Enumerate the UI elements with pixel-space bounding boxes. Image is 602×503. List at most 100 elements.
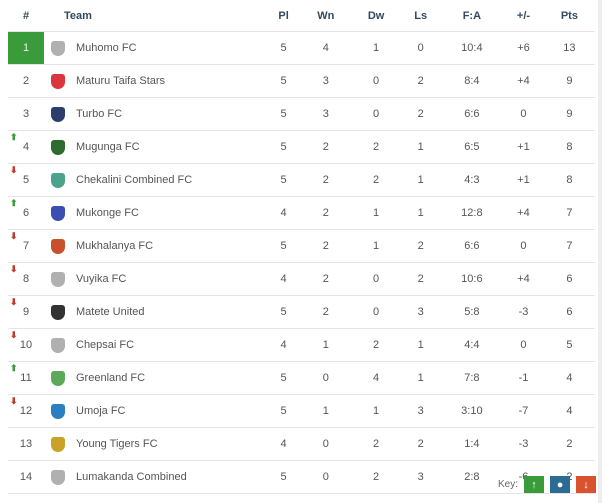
key-label: Key: bbox=[498, 479, 519, 490]
goal-diff: 0 bbox=[503, 229, 544, 263]
position: ⬆ 11 bbox=[8, 361, 44, 395]
drawn: 0 bbox=[351, 64, 401, 98]
table-row[interactable]: 1 Muhomo FC 5 4 1 0 10:4 +6 13 bbox=[8, 31, 595, 65]
crest-icon bbox=[51, 139, 65, 155]
goal-diff: +4 bbox=[503, 262, 544, 296]
team-name[interactable]: Greenland FC bbox=[72, 361, 267, 395]
played: 5 bbox=[267, 163, 301, 197]
played: 5 bbox=[267, 229, 301, 263]
lost: 1 bbox=[400, 130, 441, 164]
team-name[interactable]: Mukonge FC bbox=[72, 196, 267, 230]
drawn: 0 bbox=[351, 97, 401, 131]
drawn: 2 bbox=[351, 163, 401, 197]
arrow-down-icon: ⬇ bbox=[10, 330, 18, 340]
team-name[interactable]: Chepsai FC bbox=[72, 328, 267, 362]
points: 4 bbox=[543, 361, 595, 395]
lost: 3 bbox=[400, 460, 441, 494]
col-points[interactable]: Pts bbox=[543, 0, 595, 32]
lost: 1 bbox=[400, 361, 441, 395]
crest-icon bbox=[51, 370, 65, 386]
table-row[interactable]: ⬇ 8 Vuyika FC 4 2 0 2 10:6 +4 6 bbox=[8, 262, 595, 296]
lost: 2 bbox=[400, 229, 441, 263]
table-row[interactable]: ⬇ 7 Mukhalanya FC 5 2 1 2 6:6 0 7 bbox=[8, 229, 595, 263]
drawn: 1 bbox=[351, 31, 401, 65]
points: 4 bbox=[543, 394, 595, 428]
played: 5 bbox=[267, 361, 301, 395]
team-name[interactable]: Maturu Taifa Stars bbox=[72, 64, 267, 98]
team-name[interactable]: Mukhalanya FC bbox=[72, 229, 267, 263]
for-against: 6:5 bbox=[440, 130, 504, 164]
won: 4 bbox=[300, 31, 352, 65]
crest-icon bbox=[51, 304, 65, 320]
crest-icon bbox=[51, 436, 65, 452]
points: 2 bbox=[543, 427, 595, 461]
points: 7 bbox=[543, 196, 595, 230]
team-crest bbox=[44, 295, 72, 329]
for-against: 10:6 bbox=[440, 262, 504, 296]
team-name[interactable]: Muhomo FC bbox=[72, 31, 267, 65]
position: ⬇ 7 bbox=[8, 229, 44, 263]
won: 2 bbox=[300, 295, 352, 329]
circle-icon: ● bbox=[550, 476, 571, 493]
table-row[interactable]: ⬇ 5 Chekalini Combined FC 5 2 2 1 4:3 +1 … bbox=[8, 163, 595, 197]
position: ⬇ 8 bbox=[8, 262, 44, 296]
scrollbar-track[interactable] bbox=[598, 0, 602, 503]
col-played[interactable]: Pl bbox=[267, 0, 301, 32]
team-crest bbox=[44, 31, 72, 65]
played: 5 bbox=[267, 295, 301, 329]
team-name[interactable]: Lumakanda Combined bbox=[72, 460, 267, 494]
drawn: 0 bbox=[351, 295, 401, 329]
col-drawn[interactable]: Dw bbox=[351, 0, 401, 32]
arrow-down-icon: ↓ bbox=[576, 476, 597, 493]
team-name[interactable]: Vuyika FC bbox=[72, 262, 267, 296]
won: 0 bbox=[300, 460, 352, 494]
team-name[interactable]: Turbo FC bbox=[72, 97, 267, 131]
team-name[interactable]: Matete United bbox=[72, 295, 267, 329]
lost: 3 bbox=[400, 394, 441, 428]
table-row[interactable]: ⬇ 12 Umoja FC 5 1 1 3 3:10 -7 4 bbox=[8, 394, 595, 428]
lost: 2 bbox=[400, 97, 441, 131]
crest-icon bbox=[51, 469, 65, 485]
team-crest bbox=[44, 394, 72, 428]
team-crest bbox=[44, 64, 72, 98]
team-crest bbox=[44, 163, 72, 197]
table-row[interactable]: ⬇ 10 Chepsai FC 4 1 2 1 4:4 0 5 bbox=[8, 328, 595, 362]
position: ⬇ 10 bbox=[8, 328, 44, 362]
crest-icon bbox=[51, 271, 65, 287]
team-name[interactable]: Mugunga FC bbox=[72, 130, 267, 164]
team-crest bbox=[44, 460, 72, 494]
table-row[interactable]: ⬆ 4 Mugunga FC 5 2 2 1 6:5 +1 8 bbox=[8, 130, 595, 164]
table-row[interactable]: 2 Maturu Taifa Stars 5 3 0 2 8:4 +4 9 bbox=[8, 64, 595, 98]
played: 4 bbox=[267, 328, 301, 362]
for-against: 3:10 bbox=[440, 394, 504, 428]
table-row[interactable]: ⬆ 6 Mukonge FC 4 2 1 1 12:8 +4 7 bbox=[8, 196, 595, 230]
col-for-against[interactable]: F:A bbox=[440, 0, 504, 32]
goal-diff: -3 bbox=[503, 427, 544, 461]
for-against: 4:4 bbox=[440, 328, 504, 362]
played: 4 bbox=[267, 427, 301, 461]
team-name[interactable]: Young Tigers FC bbox=[72, 427, 267, 461]
won: 0 bbox=[300, 361, 352, 395]
played: 5 bbox=[267, 394, 301, 428]
team-name[interactable]: Umoja FC bbox=[72, 394, 267, 428]
won: 1 bbox=[300, 394, 352, 428]
for-against: 6:6 bbox=[440, 229, 504, 263]
points: 8 bbox=[543, 130, 595, 164]
arrow-down-icon: ⬇ bbox=[10, 264, 18, 274]
table-row[interactable]: 3 Turbo FC 5 3 0 2 6:6 0 9 bbox=[8, 97, 595, 131]
legend-key: Key: ↑ ● ↓ bbox=[498, 476, 597, 493]
position: 14 bbox=[8, 460, 44, 494]
table-row[interactable]: 13 Young Tigers FC 4 0 2 2 1:4 -3 2 bbox=[8, 427, 595, 461]
table-row[interactable]: ⬆ 11 Greenland FC 5 0 4 1 7:8 -1 4 bbox=[8, 361, 595, 395]
arrow-up-icon: ⬆ bbox=[10, 132, 18, 142]
team-name[interactable]: Chekalini Combined FC bbox=[72, 163, 267, 197]
table-row[interactable]: ⬇ 9 Matete United 5 2 0 3 5:8 -3 6 bbox=[8, 295, 595, 329]
arrow-down-icon: ⬇ bbox=[10, 396, 18, 406]
arrow-up-icon: ↑ bbox=[524, 476, 545, 493]
drawn: 1 bbox=[351, 229, 401, 263]
col-won[interactable]: Wn bbox=[300, 0, 352, 32]
col-goal-diff[interactable]: +/- bbox=[503, 0, 544, 32]
drawn: 1 bbox=[351, 394, 401, 428]
team-crest bbox=[44, 427, 72, 461]
col-lost[interactable]: Ls bbox=[400, 0, 441, 32]
